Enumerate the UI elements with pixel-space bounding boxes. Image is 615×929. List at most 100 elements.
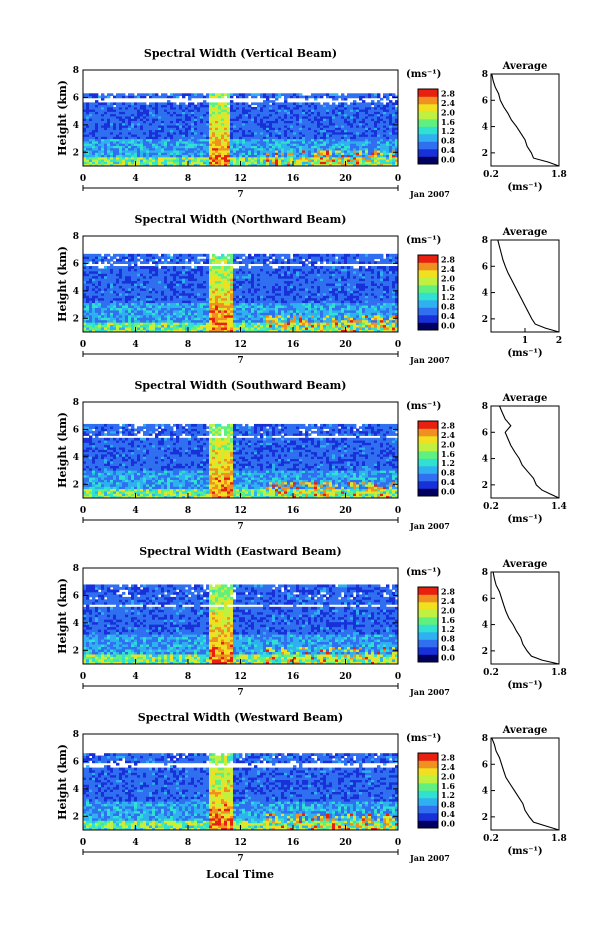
heatmap-cell — [263, 109, 267, 112]
heatmap-cell — [146, 109, 150, 112]
heatmap-cell — [215, 109, 219, 112]
heatmap-cell — [107, 122, 111, 126]
heatmap-cell — [158, 145, 162, 149]
heatmap-cell — [242, 122, 246, 126]
heatmap-cell — [260, 131, 264, 135]
heatmap-cell — [395, 145, 398, 149]
heatmap-cell — [173, 159, 177, 162]
heatmap-cell — [110, 104, 114, 108]
heatmap-cell — [317, 116, 321, 119]
heatmap-cell — [143, 127, 147, 131]
heatmap-cell — [281, 113, 285, 117]
heatmap-cell — [146, 136, 150, 140]
heatmap-cell — [248, 120, 252, 124]
heatmap-cell — [128, 134, 132, 137]
heatmap-cell — [86, 329, 90, 332]
heatmap-cell — [269, 161, 273, 165]
heatmap-cell — [239, 150, 243, 153]
heatmap-cell — [161, 302, 165, 306]
heatmap-cell — [155, 283, 159, 286]
heatmap-cell — [347, 93, 351, 96]
heatmap-cell — [224, 292, 228, 296]
heatmap-cell — [314, 131, 318, 135]
heatmap-cell — [359, 118, 363, 121]
heatmap-cell — [332, 109, 336, 112]
heatmap-cell — [152, 113, 156, 117]
heatmap-cell — [122, 273, 126, 277]
heatmap-cell — [203, 145, 207, 149]
heatmap-cell — [107, 111, 111, 115]
heatmap-cell — [152, 322, 156, 326]
heatmap-cell — [359, 145, 363, 149]
heatmap-cell — [293, 93, 297, 96]
heatmap-cell — [278, 134, 282, 137]
heatmap-cell — [143, 273, 147, 277]
heatmap-cell — [329, 93, 333, 96]
heatmap-cell — [149, 120, 153, 124]
heatmap-cell — [389, 118, 393, 121]
heatmap-cell — [350, 111, 354, 115]
heatmap-cell — [320, 111, 324, 115]
heatmap-cell — [227, 118, 231, 121]
heatmap-cell — [302, 102, 306, 106]
heatmap-cell — [233, 141, 237, 144]
heatmap-cell — [395, 118, 398, 121]
heatmap-cell — [194, 93, 198, 96]
heatmap-cell — [254, 113, 258, 117]
heatmap-cell — [326, 134, 330, 137]
heatmap-cell — [275, 147, 279, 151]
heatmap-cell — [299, 147, 303, 151]
heatmap-cell — [146, 161, 150, 165]
heatmap-cell — [215, 95, 219, 99]
heatmap-cell — [113, 275, 117, 279]
heatmap-cell — [182, 275, 186, 279]
heatmap-cell — [311, 93, 315, 96]
heatmap-cell — [251, 273, 255, 277]
heatmap-cell — [161, 111, 165, 115]
heatmap-cell — [233, 275, 237, 279]
heatmap-cell — [191, 305, 195, 308]
heatmap-cell — [134, 104, 138, 108]
heatmap-cell — [95, 256, 99, 260]
heatmap-cell — [275, 104, 279, 108]
heatmap-cell — [323, 104, 327, 108]
heatmap-cell — [128, 159, 132, 162]
heatmap-cell — [107, 290, 111, 294]
heatmap-cell — [119, 122, 123, 126]
heatmap-cell — [386, 152, 390, 156]
heatmap-cell — [197, 300, 201, 304]
heatmap-cell — [242, 102, 246, 106]
heatmap-cell — [191, 161, 195, 165]
heatmap-cell — [302, 141, 306, 144]
heatmap-cell — [161, 147, 165, 151]
heatmap-cell — [353, 136, 357, 140]
heatmap-cell — [116, 122, 120, 126]
heatmap-cell — [122, 302, 126, 306]
heatmap-cell — [101, 111, 105, 115]
heatmap-cell — [224, 319, 228, 323]
heatmap-cell — [110, 111, 114, 115]
heatmap-cell — [236, 163, 240, 166]
heatmap-cell — [308, 109, 312, 112]
heatmap-cell — [356, 104, 360, 108]
heatmap-cell — [203, 266, 207, 269]
heatmap-cell — [266, 106, 270, 110]
heatmap-cell — [101, 136, 105, 140]
heatmap-cell — [245, 122, 249, 126]
heatmap-cell — [173, 329, 177, 332]
heatmap-cell — [245, 327, 249, 330]
heatmap-cell — [254, 256, 258, 260]
heatmap-cell — [95, 297, 99, 301]
heatmap-cell — [158, 138, 162, 142]
heatmap-cell — [140, 280, 144, 284]
heatmap-cell — [104, 307, 108, 311]
heatmap-cell — [320, 141, 324, 144]
heatmap-cell — [344, 154, 348, 158]
heatmap-cell — [122, 307, 126, 311]
heatmap-cell — [305, 154, 309, 158]
heatmap-cell — [299, 129, 303, 133]
heatmap-cell — [176, 290, 180, 294]
heatmap-cell — [371, 116, 375, 119]
heatmap-cell — [95, 111, 99, 115]
heatmap-cell — [236, 302, 240, 306]
